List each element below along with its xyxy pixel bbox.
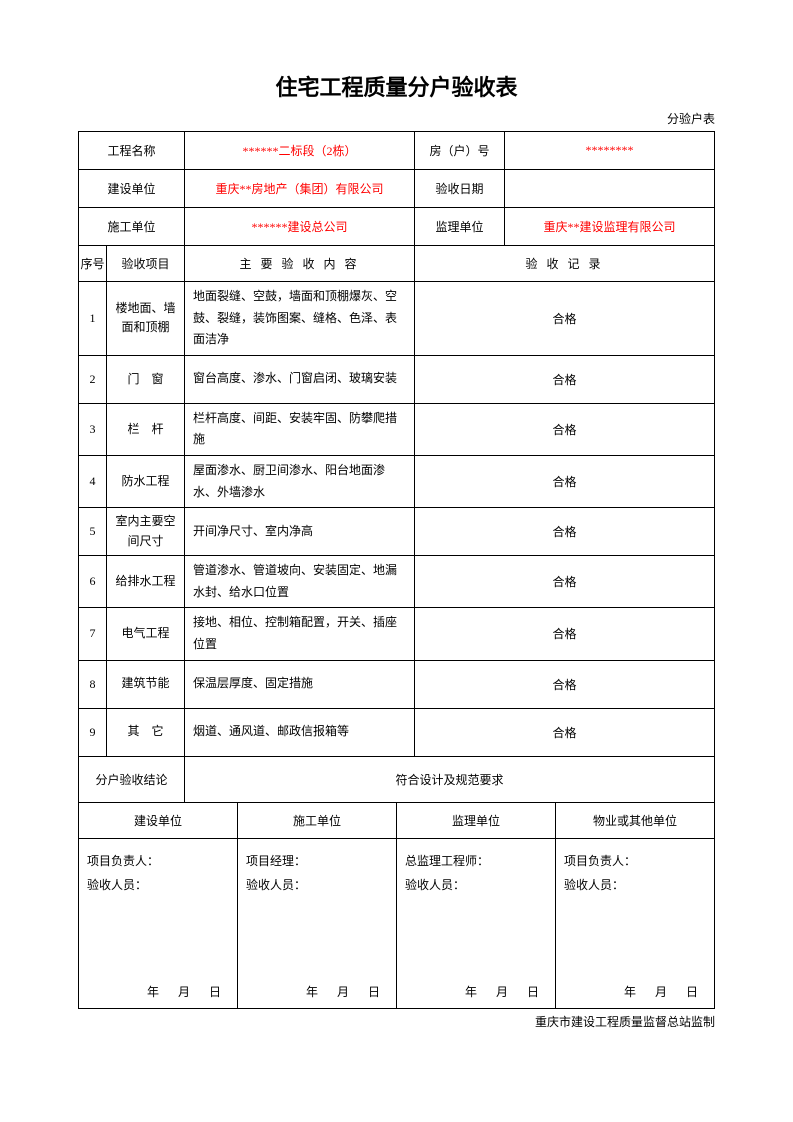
- signature-table: 建设单位 施工单位 监理单位 物业或其他单位 项目负责人： 验收人员： 年 月 …: [78, 803, 715, 1010]
- cell-record: 合格: [415, 282, 715, 356]
- supervise-unit-label: 监理单位: [415, 208, 505, 246]
- cell-item: 栏 杆: [107, 403, 185, 455]
- cell-item: 建筑节能: [107, 660, 185, 708]
- cell-item: 防水工程: [107, 455, 185, 507]
- table-row: 项目负责人： 验收人员： 年 月 日 项目经理： 验收人员： 年 月 日 总监理…: [79, 839, 715, 1009]
- cell-seq: 9: [79, 708, 107, 756]
- table-row: 建设单位 重庆**房地产（集团）有限公司 验收日期: [79, 170, 715, 208]
- conclusion-value: 符合设计及规范要求: [185, 756, 715, 802]
- cell-seq: 7: [79, 608, 107, 660]
- project-name-label: 工程名称: [79, 132, 185, 170]
- sig-col-construct: 施工单位: [238, 803, 397, 839]
- cell-item: 门 窗: [107, 355, 185, 403]
- table-row: 6给排水工程管道渗水、管道坡向、安装固定、地漏水封、给水口位置合格: [79, 556, 715, 608]
- table-row: 9其 它烟道、通风道、邮政信报箱等合格: [79, 708, 715, 756]
- build-unit-value: 重庆**房地产（集团）有限公司: [185, 170, 415, 208]
- cell-record: 合格: [415, 556, 715, 608]
- cell-record: 合格: [415, 508, 715, 556]
- sig-col-supervise: 监理单位: [397, 803, 556, 839]
- col-item: 验收项目: [107, 246, 185, 282]
- table-row: 5室内主要空间尺寸开间净尺寸、室内净高合格: [79, 508, 715, 556]
- build-unit-label: 建设单位: [79, 170, 185, 208]
- cell-content: 屋面渗水、厨卫间渗水、阳台地面渗水、外墙渗水: [185, 455, 415, 507]
- sig-body-construct: 项目经理： 验收人员： 年 月 日: [238, 839, 397, 1009]
- footer-text: 重庆市建设工程质量监督总站监制: [78, 1013, 715, 1030]
- cell-record: 合格: [415, 708, 715, 756]
- table-row: 4防水工程屋面渗水、厨卫间渗水、阳台地面渗水、外墙渗水合格: [79, 455, 715, 507]
- table-row: 7电气工程接地、相位、控制箱配置，开关、插座位置合格: [79, 608, 715, 660]
- cell-seq: 1: [79, 282, 107, 356]
- sig-line: 验收人员：: [87, 873, 229, 897]
- accept-date-value: [505, 170, 715, 208]
- cell-item: 其 它: [107, 708, 185, 756]
- cell-seq: 6: [79, 556, 107, 608]
- construct-unit-value: ******建设总公司: [185, 208, 415, 246]
- sig-line: 验收人员：: [246, 873, 388, 897]
- sig-body-supervise: 总监理工程师： 验收人员： 年 月 日: [397, 839, 556, 1009]
- cell-record: 合格: [415, 455, 715, 507]
- cell-item: 室内主要空间尺寸: [107, 508, 185, 556]
- accept-date-label: 验收日期: [415, 170, 505, 208]
- inspection-table: 工程名称 ******二标段（2栋） 房（户）号 ******** 建设单位 重…: [78, 131, 715, 803]
- cell-seq: 3: [79, 403, 107, 455]
- cell-content: 管道渗水、管道坡向、安装固定、地漏水封、给水口位置: [185, 556, 415, 608]
- supervise-unit-value: 重庆**建设监理有限公司: [505, 208, 715, 246]
- cell-content: 栏杆高度、间距、安装牢固、防攀爬措施: [185, 403, 415, 455]
- cell-record: 合格: [415, 403, 715, 455]
- sig-date: 年 月 日: [306, 983, 388, 1000]
- cell-record: 合格: [415, 608, 715, 660]
- table-row: 工程名称 ******二标段（2栋） 房（户）号 ********: [79, 132, 715, 170]
- cell-record: 合格: [415, 660, 715, 708]
- sig-line: 验收人员：: [564, 873, 706, 897]
- room-value: ********: [505, 132, 715, 170]
- project-name-value: ******二标段（2栋）: [185, 132, 415, 170]
- cell-item: 给排水工程: [107, 556, 185, 608]
- cell-content: 开间净尺寸、室内净高: [185, 508, 415, 556]
- col-seq: 序号: [79, 246, 107, 282]
- room-label: 房（户）号: [415, 132, 505, 170]
- cell-item: 楼地面、墙面和顶棚: [107, 282, 185, 356]
- construct-unit-label: 施工单位: [79, 208, 185, 246]
- sig-col-build: 建设单位: [79, 803, 238, 839]
- sig-date: 年 月 日: [147, 983, 229, 1000]
- cell-item: 电气工程: [107, 608, 185, 660]
- col-record: 验 收 记 录: [415, 246, 715, 282]
- cell-content: 地面裂缝、空鼓，墙面和顶棚爆灰、空鼓、裂缝，装饰图案、缝格、色泽、表面洁净: [185, 282, 415, 356]
- table-header-row: 序号 验收项目 主 要 验 收 内 容 验 收 记 录: [79, 246, 715, 282]
- sig-line: 总监理工程师：: [405, 849, 547, 873]
- sig-line: 项目负责人：: [564, 849, 706, 873]
- sig-date: 年 月 日: [465, 983, 547, 1000]
- table-row: 施工单位 ******建设总公司 监理单位 重庆**建设监理有限公司: [79, 208, 715, 246]
- table-row: 8建筑节能保温层厚度、固定措施合格: [79, 660, 715, 708]
- sig-body-other: 项目负责人： 验收人员： 年 月 日: [556, 839, 715, 1009]
- sig-line: 验收人员：: [405, 873, 547, 897]
- sig-body-build: 项目负责人： 验收人员： 年 月 日: [79, 839, 238, 1009]
- page-title: 住宅工程质量分户验收表: [78, 70, 715, 102]
- form-code: 分验户表: [78, 110, 715, 127]
- table-row: 3栏 杆栏杆高度、间距、安装牢固、防攀爬措施合格: [79, 403, 715, 455]
- cell-content: 窗台高度、渗水、门窗启闭、玻璃安装: [185, 355, 415, 403]
- cell-content: 保温层厚度、固定措施: [185, 660, 415, 708]
- col-content: 主 要 验 收 内 容: [185, 246, 415, 282]
- cell-content: 接地、相位、控制箱配置，开关、插座位置: [185, 608, 415, 660]
- cell-seq: 4: [79, 455, 107, 507]
- table-row: 1楼地面、墙面和顶棚地面裂缝、空鼓，墙面和顶棚爆灰、空鼓、裂缝，装饰图案、缝格、…: [79, 282, 715, 356]
- table-row: 建设单位 施工单位 监理单位 物业或其他单位: [79, 803, 715, 839]
- sig-col-other: 物业或其他单位: [556, 803, 715, 839]
- conclusion-row: 分户验收结论 符合设计及规范要求: [79, 756, 715, 802]
- cell-seq: 8: [79, 660, 107, 708]
- sig-date: 年 月 日: [624, 983, 706, 1000]
- table-row: 2门 窗窗台高度、渗水、门窗启闭、玻璃安装合格: [79, 355, 715, 403]
- sig-line: 项目负责人：: [87, 849, 229, 873]
- conclusion-label: 分户验收结论: [79, 756, 185, 802]
- cell-record: 合格: [415, 355, 715, 403]
- cell-content: 烟道、通风道、邮政信报箱等: [185, 708, 415, 756]
- sig-line: 项目经理：: [246, 849, 388, 873]
- cell-seq: 2: [79, 355, 107, 403]
- cell-seq: 5: [79, 508, 107, 556]
